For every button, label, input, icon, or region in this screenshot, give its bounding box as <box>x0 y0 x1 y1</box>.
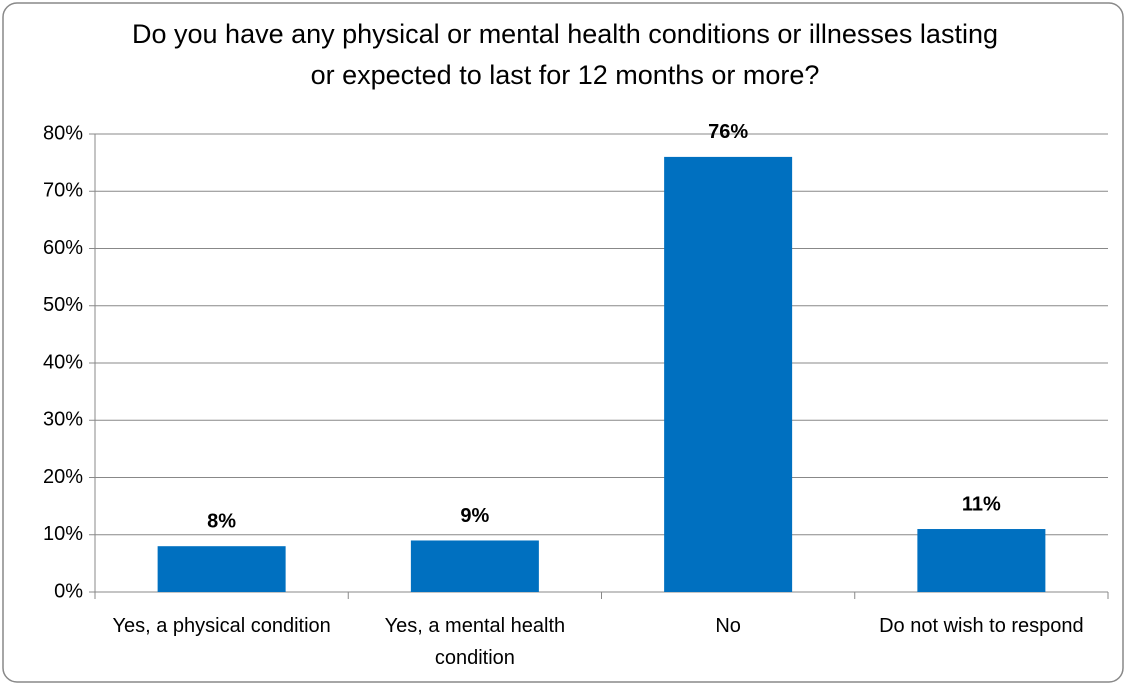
bar <box>157 546 286 592</box>
value-label: 9% <box>460 505 489 527</box>
y-tick-label: 40% <box>43 351 83 373</box>
value-label: 8% <box>207 510 236 532</box>
value-label: 76% <box>708 121 748 143</box>
x-tick-label: Yes, a mental health condition <box>384 615 566 669</box>
y-tick-label: 80% <box>43 122 83 144</box>
x-tick-label: Yes, a physical condition <box>112 615 331 637</box>
y-tick-label: 0% <box>54 580 83 602</box>
x-tick-label: Do not wish to respond <box>879 615 1084 637</box>
y-tick-label: 10% <box>43 523 83 545</box>
chart-title: Do you have any physical or mental healt… <box>132 19 998 90</box>
value-label: 11% <box>962 493 1001 515</box>
y-tick-label: 60% <box>43 237 83 259</box>
y-tick-label: 50% <box>43 294 83 316</box>
y-tick-label: 30% <box>43 409 83 431</box>
y-tick-label: 20% <box>43 466 83 488</box>
y-tick-label: 70% <box>43 180 83 202</box>
bar <box>664 156 793 592</box>
bar <box>917 529 1046 592</box>
bar <box>410 540 539 592</box>
x-tick-label: No <box>715 615 741 637</box>
